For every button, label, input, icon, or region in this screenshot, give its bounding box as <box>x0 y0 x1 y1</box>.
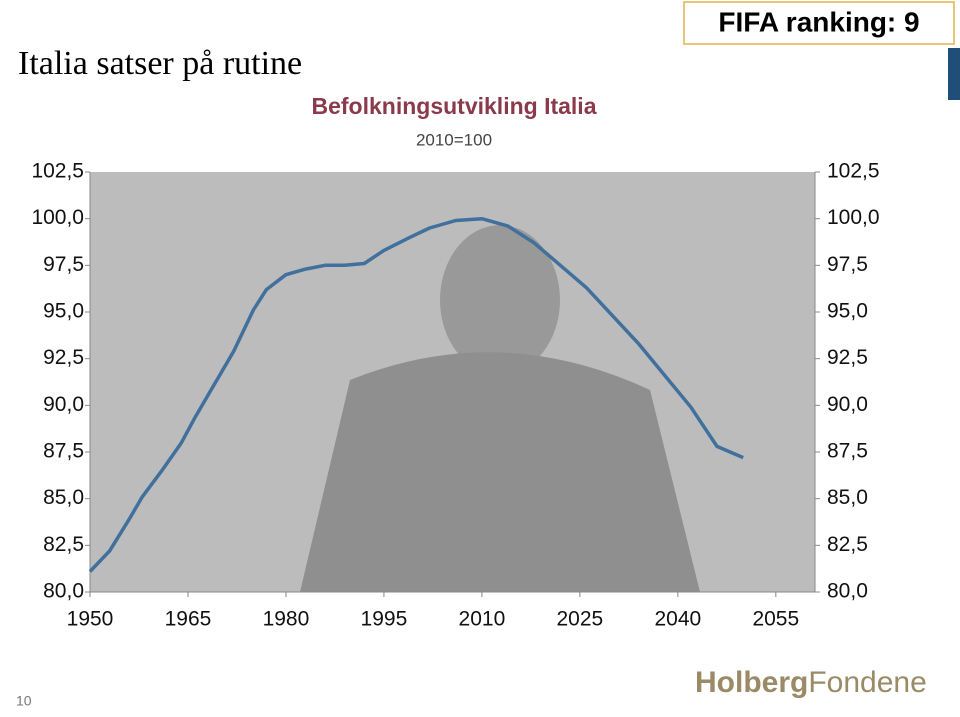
y2-tick-label: 82,5 <box>827 533 868 556</box>
y-tick-label: 97,5 <box>43 253 84 276</box>
logo-bold: Holberg <box>695 666 808 699</box>
y2-tick-label: 100,0 <box>827 206 880 229</box>
photo-figure <box>300 352 700 592</box>
y-tick-label: 92,5 <box>43 346 84 369</box>
y-tick-label: 87,5 <box>43 440 84 463</box>
logo: HolbergFondene <box>695 666 927 699</box>
y2-tick-label: 102,5 <box>827 160 880 183</box>
x-tick-label: 2055 <box>752 608 799 631</box>
y2-tick-label: 95,0 <box>827 300 868 323</box>
badge-box <box>683 1 955 45</box>
y-tick-label: 82,5 <box>43 533 84 556</box>
y-tick-label: 100,0 <box>31 206 84 229</box>
page-number: 10 <box>16 693 32 709</box>
y2-tick-label: 92,5 <box>827 346 868 369</box>
y2-tick-label: 87,5 <box>827 440 868 463</box>
x-tick-label: 2025 <box>557 608 604 631</box>
logo-light: Fondene <box>808 666 926 699</box>
y-tick-label: 85,0 <box>43 486 84 509</box>
y2-tick-label: 90,0 <box>827 393 868 416</box>
x-tick-label: 1995 <box>361 608 408 631</box>
y-tick-label: 102,5 <box>31 160 84 183</box>
chart-title: Befolkningsutvikling Italia <box>312 93 597 119</box>
y2-tick-label: 85,0 <box>827 486 868 509</box>
badge: FIFA ranking: 9 <box>718 6 919 37</box>
y-tick-label: 80,0 <box>43 580 84 603</box>
photo-figure <box>440 225 560 375</box>
x-tick-label: 2010 <box>459 608 506 631</box>
x-tick-label: 2040 <box>654 608 701 631</box>
x-tick-label: 1980 <box>263 608 310 631</box>
data-line <box>88 216 744 573</box>
x-tick-label: 1965 <box>165 608 212 631</box>
y-tick-label: 95,0 <box>43 300 84 323</box>
x-tick-label: 1950 <box>67 608 114 631</box>
chart-subtitle: 2010=100 <box>416 130 492 149</box>
slide-title: Italia satser på rutine <box>18 45 302 82</box>
accent <box>948 48 960 100</box>
y-tick-label: 90,0 <box>43 393 84 416</box>
y2-tick-label: 80,0 <box>827 580 868 603</box>
y2-tick-label: 97,5 <box>827 253 868 276</box>
